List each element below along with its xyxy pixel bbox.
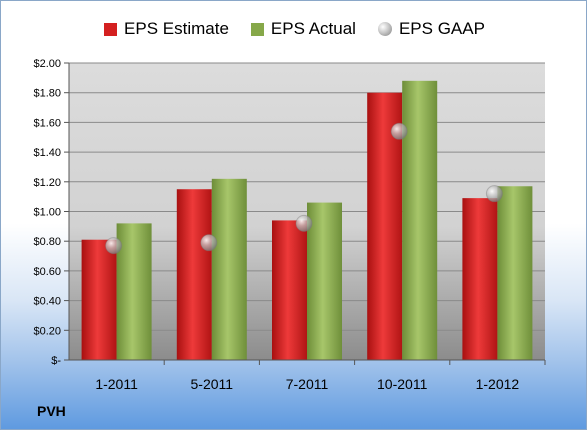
y-tick-label: $- bbox=[51, 355, 61, 367]
marker-eps-gaap bbox=[200, 234, 218, 252]
legend-label-eps-actual: EPS Actual bbox=[270, 19, 356, 38]
bar-eps-actual bbox=[116, 223, 152, 360]
legend-item-eps-gaap: EPS GAAP bbox=[377, 19, 485, 39]
y-tick-label: $2.00 bbox=[33, 58, 61, 70]
legend-swatch-eps-estimate bbox=[104, 22, 118, 36]
bar-eps-actual bbox=[307, 202, 342, 360]
x-tick-label: 5-2011 bbox=[191, 376, 234, 392]
bar-eps-estimate bbox=[272, 220, 307, 360]
bar-eps-actual bbox=[211, 178, 247, 360]
y-tick-label: $0.60 bbox=[33, 266, 61, 278]
x-tick-label: 1-2011 bbox=[95, 376, 138, 392]
y-axis: $- $0.20 $0.40 $0.60 $0.80 $1.00 $1.20 $1.40 $1.… bbox=[33, 58, 70, 367]
y-tick-label: $1.40 bbox=[33, 147, 61, 159]
company-label: PVH bbox=[37, 403, 66, 419]
y-tick-label: $1.20 bbox=[33, 177, 61, 189]
bar-eps-estimate bbox=[462, 198, 498, 360]
legend: EPS Estimate EPS Actual EPS GAAP bbox=[1, 15, 586, 43]
x-tick-label: 10-2011 bbox=[377, 376, 428, 392]
legend-label-eps-gaap: EPS GAAP bbox=[398, 19, 485, 38]
bar-eps-actual bbox=[497, 186, 533, 360]
y-tick-label: $0.80 bbox=[33, 236, 61, 248]
legend-marker-eps-gaap bbox=[377, 22, 392, 36]
bar-eps-estimate bbox=[81, 239, 117, 360]
x-tick-label: 1-2012 bbox=[476, 376, 520, 392]
y-tick-label: $0.20 bbox=[33, 325, 61, 337]
x-axis: 1-2011 5-2011 7-2011 10-2011 1-2012 bbox=[69, 359, 546, 392]
legend-label-eps-estimate: EPS Estimate bbox=[124, 19, 229, 38]
y-tick-label: $1.00 bbox=[33, 207, 61, 219]
y-tick-label: $1.60 bbox=[33, 117, 61, 129]
marker-eps-gaap bbox=[105, 237, 123, 255]
legend-swatch-eps-actual bbox=[250, 22, 264, 36]
bar-eps-estimate bbox=[176, 189, 212, 360]
marker-eps-gaap bbox=[485, 185, 503, 203]
bar-eps-actual bbox=[402, 80, 438, 360]
y-tick-label: $1.80 bbox=[33, 88, 61, 100]
marker-eps-gaap bbox=[390, 122, 408, 140]
legend-item-eps-actual: EPS Actual bbox=[250, 19, 356, 39]
y-tick-label: $0.40 bbox=[33, 296, 61, 308]
x-tick-label: 7-2011 bbox=[286, 376, 329, 392]
legend-item-eps-estimate: EPS Estimate bbox=[104, 19, 229, 39]
marker-eps-gaap bbox=[295, 214, 313, 232]
gaap-markers bbox=[105, 122, 503, 255]
